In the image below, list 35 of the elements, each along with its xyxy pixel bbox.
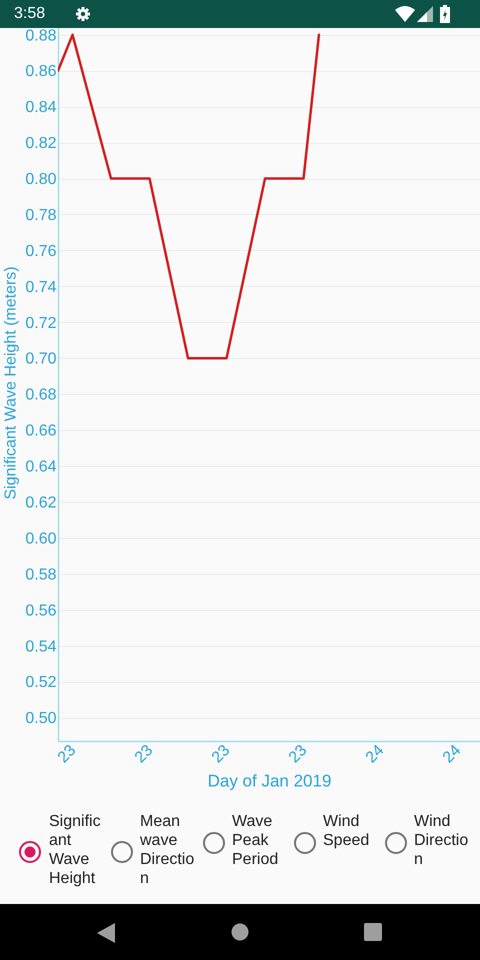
x-tick-label: 24 — [362, 742, 388, 766]
y-tick-label: 0.74 — [25, 278, 57, 296]
y-tick-label: 0.82 — [25, 135, 57, 152]
y-tick-label: 0.60 — [25, 530, 57, 548]
x-tick-label: 24 — [440, 742, 464, 766]
y-tick-label: 0.62 — [25, 494, 57, 512]
x-tick-label: 23 — [54, 742, 80, 766]
y-tick-label: 0.80 — [25, 171, 57, 188]
line-series — [58, 34, 320, 360]
text: Wind Speed — [323, 812, 370, 850]
y-tick-label: 0.66 — [25, 422, 57, 440]
y-tick-label: 0.88 — [25, 27, 57, 44]
y-tick-label: 0.72 — [25, 314, 57, 332]
x-tick-label: 23 — [132, 742, 156, 766]
x-axis-title: Day of Jan 2019 — [208, 772, 332, 791]
y-axis-title: Significant Wave Height (meters) — [2, 266, 20, 500]
y-tick-label: 0.52 — [25, 674, 57, 692]
text: Mean wave Direction — [140, 812, 196, 888]
y-tick-label: 0.56 — [25, 602, 57, 620]
y-tick-label: 0.84 — [25, 99, 57, 116]
y-tick-label: 0.78 — [25, 206, 57, 224]
y-tick-label: 0.86 — [25, 63, 57, 80]
y-tick-label: 0.76 — [25, 242, 57, 260]
text: Wave Peak Period — [232, 812, 280, 869]
text: Wind Direction — [414, 812, 470, 869]
y-tick-label: 0.54 — [25, 638, 57, 656]
y-tick-label: 0.58 — [25, 566, 57, 584]
y-tick-label: 0.50 — [25, 710, 57, 728]
x-tick-label: 23 — [286, 742, 310, 766]
y-tick-label: 0.64 — [25, 458, 57, 476]
text: Significant Wave Height — [49, 812, 102, 888]
y-tick-label: 0.70 — [25, 350, 57, 368]
x-tick-label: 23 — [208, 742, 234, 766]
text: 3:58 — [14, 5, 46, 23]
y-tick-label: 0.68 — [25, 386, 57, 404]
